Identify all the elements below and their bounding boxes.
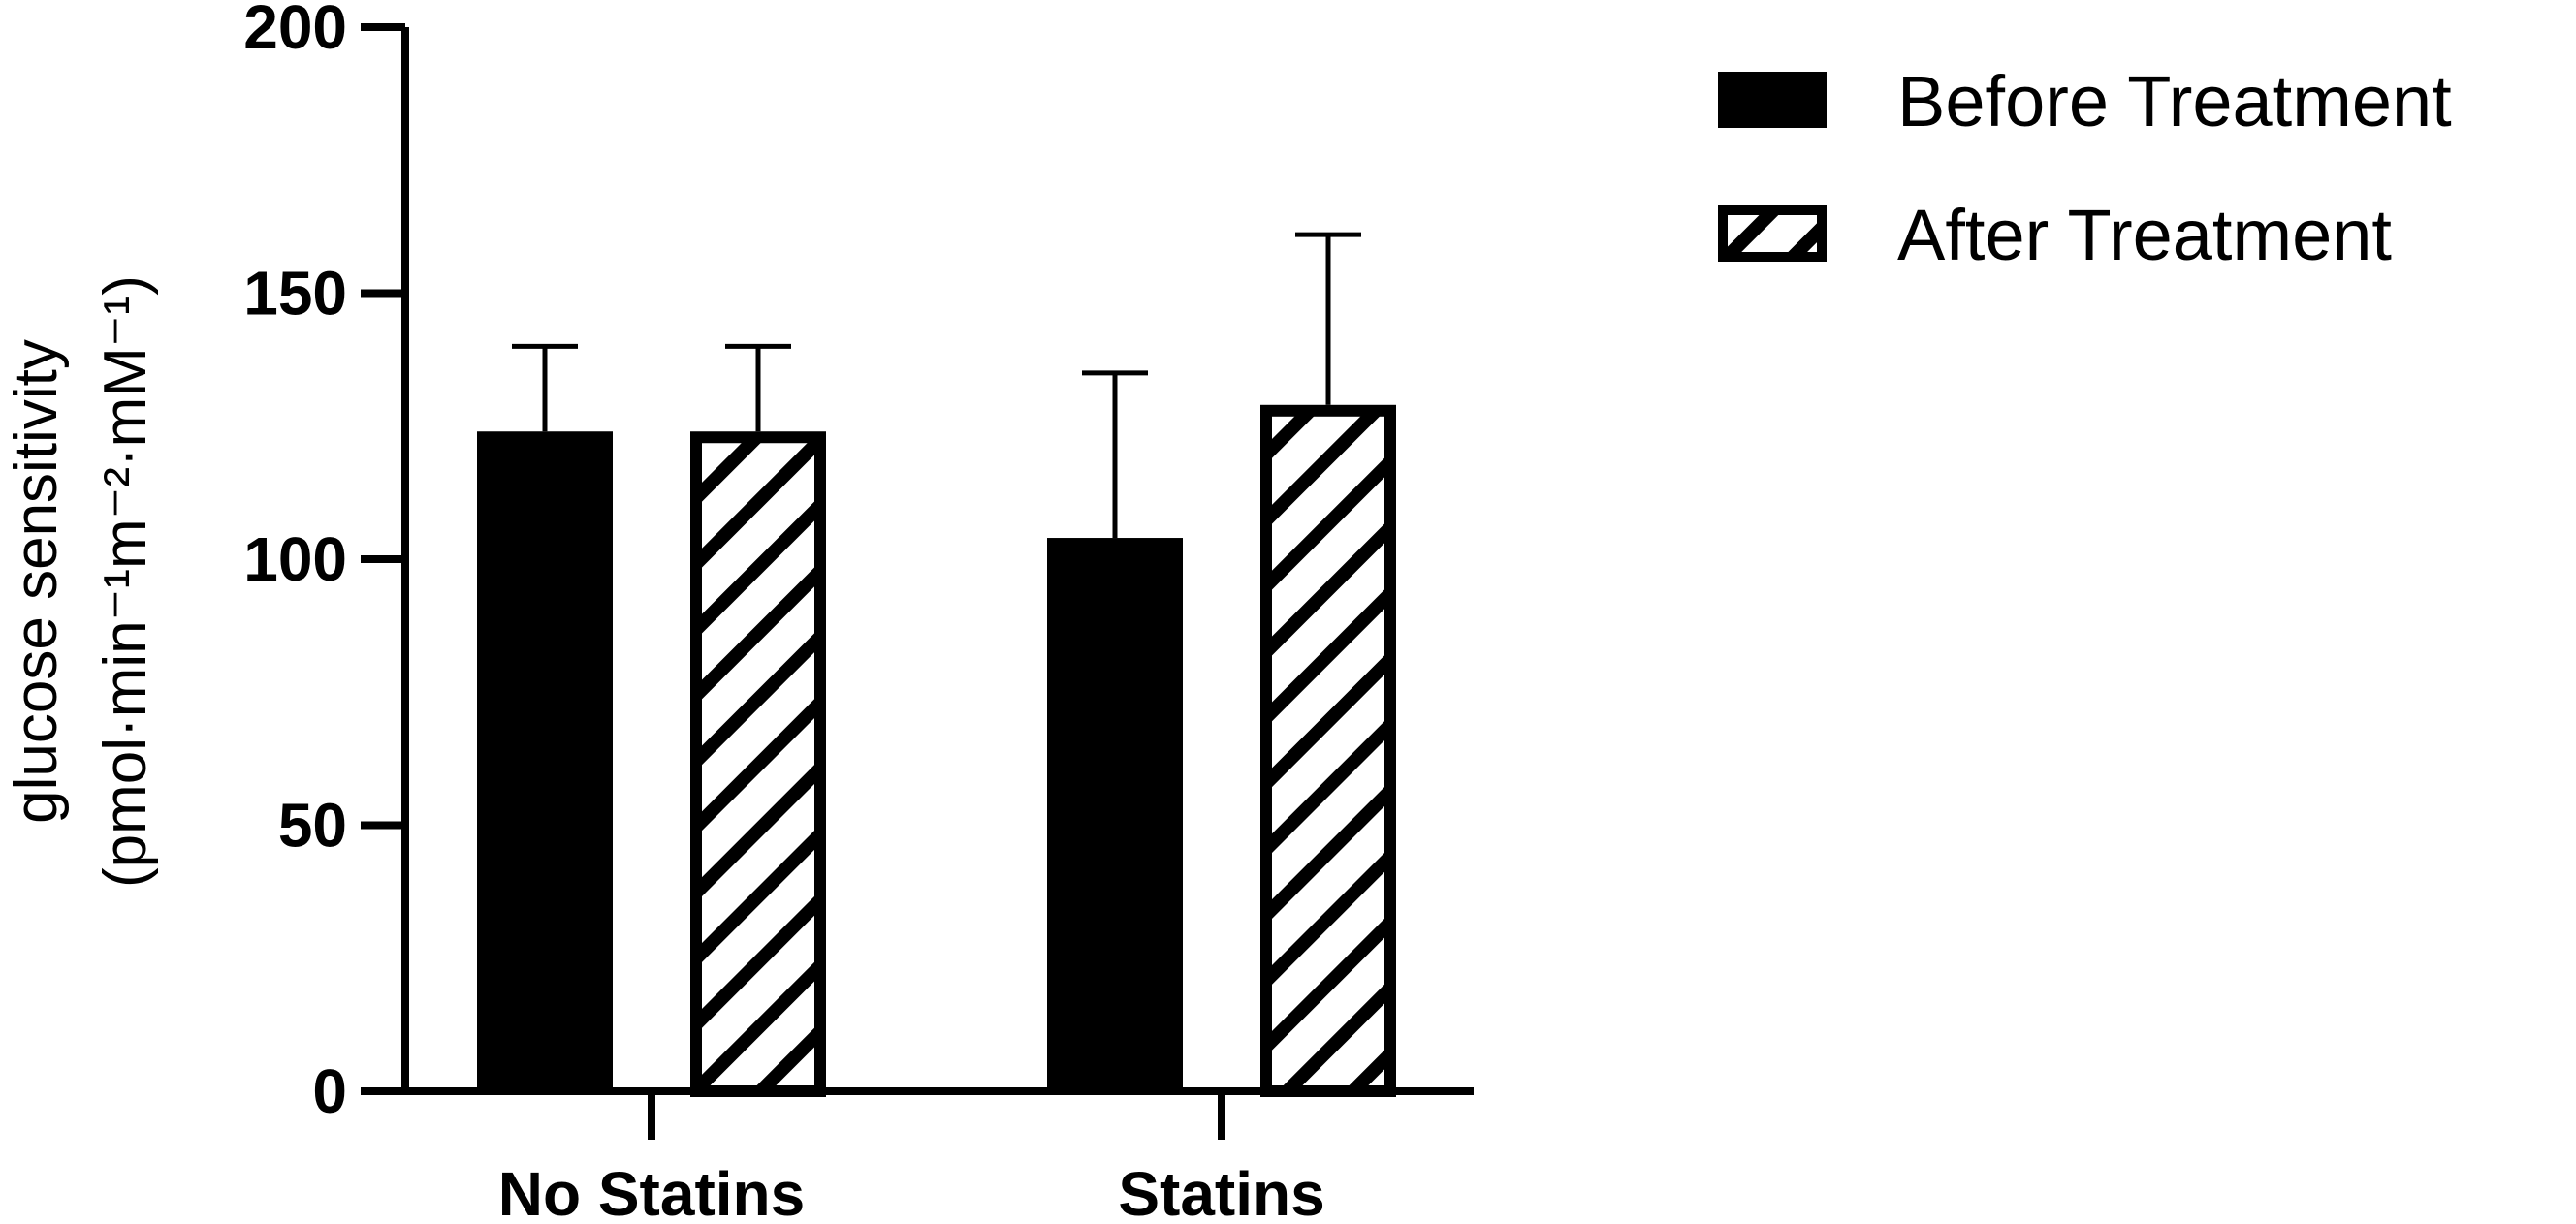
bar-statins-after-treatment bbox=[1260, 404, 1396, 1098]
y-tick-label: 0 bbox=[312, 1056, 347, 1126]
y-tick-label: 100 bbox=[243, 524, 347, 594]
legend-swatch bbox=[1718, 205, 1827, 262]
bar-statins-before-treatment bbox=[1047, 538, 1183, 1091]
y-tick-label: 150 bbox=[243, 259, 347, 329]
x-tick-label: Statins bbox=[1118, 1159, 1324, 1224]
axes-layer: No Statins Statins 0 50 100 150 200 bbox=[243, 0, 1474, 1224]
y-tick-label: 200 bbox=[243, 0, 347, 62]
y-axis-title-line2: (pmol·min⁻¹m⁻²·mM⁻¹) bbox=[92, 275, 159, 888]
error-bars-layer bbox=[512, 232, 1361, 539]
legend-swatch bbox=[1718, 72, 1827, 128]
legend-label: After Treatment bbox=[1897, 195, 2392, 275]
legend: Before Treatment After Treatment bbox=[1718, 61, 2452, 275]
y-tick-label: 50 bbox=[278, 791, 347, 861]
x-tick-label: No Statins bbox=[498, 1159, 805, 1224]
y-axis-title-line1: glucose sensitivity bbox=[3, 339, 70, 824]
legend-label: Before Treatment bbox=[1897, 61, 2452, 141]
y-axis-title: glucose sensitivity (pmol·min⁻¹m⁻²·mM⁻¹) bbox=[3, 275, 159, 888]
bar-no-statins-after-treatment bbox=[690, 431, 826, 1097]
bars-layer bbox=[477, 404, 1396, 1098]
bar-no-statins-before-treatment bbox=[477, 431, 613, 1091]
